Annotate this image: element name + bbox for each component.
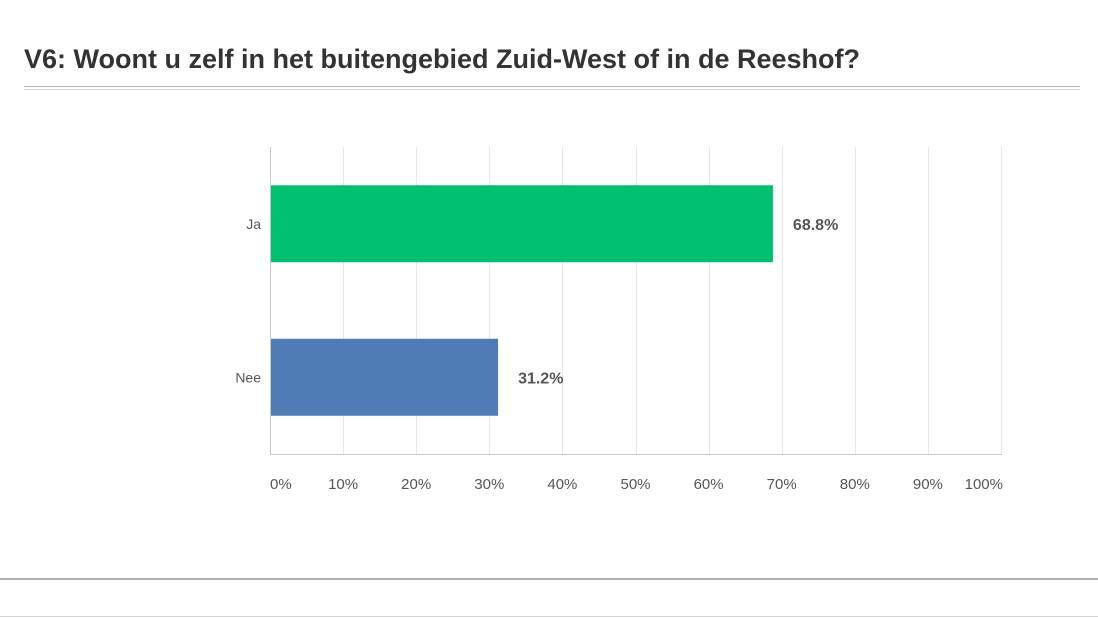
chart-axes	[270, 147, 1002, 455]
data-label: 31.2%	[518, 370, 563, 387]
x-tick-label: 40%	[547, 476, 577, 493]
title-divider-secondary	[24, 89, 1080, 90]
x-tick-label: 60%	[694, 476, 724, 493]
x-tick-label: 50%	[620, 476, 650, 493]
x-tick-label: 0%	[270, 476, 292, 493]
x-tick-label: 70%	[767, 476, 797, 493]
x-tick-label: 10%	[328, 476, 358, 493]
data-label: 68.8%	[793, 217, 838, 234]
question-title: V6: Woont u zelf in het buitengebied Zui…	[24, 44, 860, 74]
x-tick-label: 80%	[840, 476, 870, 493]
bar-ja	[271, 185, 773, 263]
category-label: Ja	[246, 216, 261, 232]
chart-labels: 0% 10% 20% 30% 40% 50% 60% 70% 80% 90% 100% Ja 68.8%…	[235, 216, 1003, 493]
chart-bars	[271, 185, 773, 416]
footer-divider-secondary	[0, 616, 1098, 617]
category-label: Nee	[235, 369, 261, 385]
x-tick-label: 90%	[913, 476, 943, 493]
x-tick-label: 100%	[965, 476, 1003, 493]
footer-divider	[0, 578, 1098, 580]
bar-nee	[271, 338, 499, 416]
title-divider	[24, 86, 1080, 87]
x-tick-label: 20%	[401, 476, 431, 493]
x-tick-label: 30%	[474, 476, 504, 493]
